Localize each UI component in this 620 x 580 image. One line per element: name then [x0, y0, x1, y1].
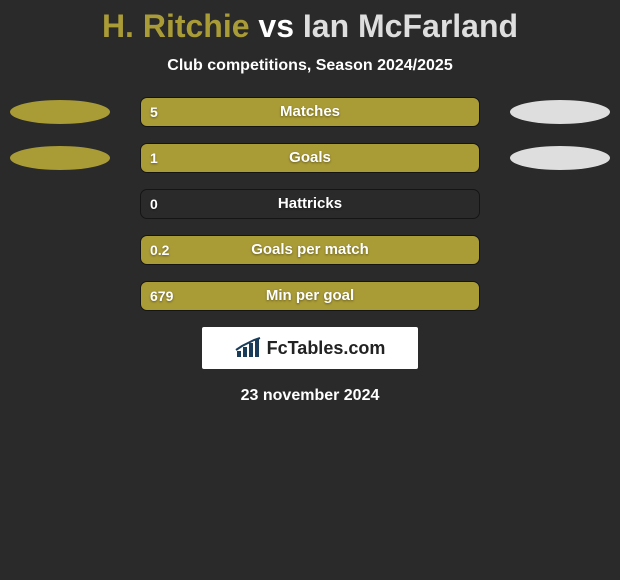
stat-label: Goals [140, 143, 480, 173]
stat-row: Matches5 [0, 97, 620, 127]
player2-marker [510, 100, 610, 124]
stat-label: Matches [140, 97, 480, 127]
player1-marker [10, 100, 110, 124]
comparison-infographic: H. Ritchie vs Ian McFarland Club competi… [0, 0, 620, 580]
stat-label: Hattricks [140, 189, 480, 219]
player2-marker [510, 146, 610, 170]
player1-marker [10, 146, 110, 170]
stat-value-left: 1 [150, 143, 158, 173]
barchart-icon [235, 337, 261, 359]
stat-row: Goals1 [0, 143, 620, 173]
stat-row: Goals per match0.2 [0, 235, 620, 265]
stat-value-left: 5 [150, 97, 158, 127]
stat-row: Hattricks0 [0, 189, 620, 219]
brand-text: FcTables.com [267, 338, 386, 359]
stat-label: Goals per match [140, 235, 480, 265]
stats-rows: Matches5Goals1Hattricks0Goals per match0… [0, 97, 620, 311]
player1-name: H. Ritchie [102, 8, 250, 44]
stat-value-left: 0 [150, 189, 158, 219]
brand-logo: FcTables.com [202, 327, 418, 369]
player2-name: Ian McFarland [303, 8, 518, 44]
vs-text: vs [258, 8, 294, 44]
subtitle: Club competitions, Season 2024/2025 [0, 57, 620, 75]
date-text: 23 november 2024 [0, 387, 620, 405]
stat-value-left: 0.2 [150, 235, 169, 265]
page-title: H. Ritchie vs Ian McFarland [0, 8, 620, 45]
stat-value-left: 679 [150, 281, 173, 311]
stat-row: Min per goal679 [0, 281, 620, 311]
stat-label: Min per goal [140, 281, 480, 311]
